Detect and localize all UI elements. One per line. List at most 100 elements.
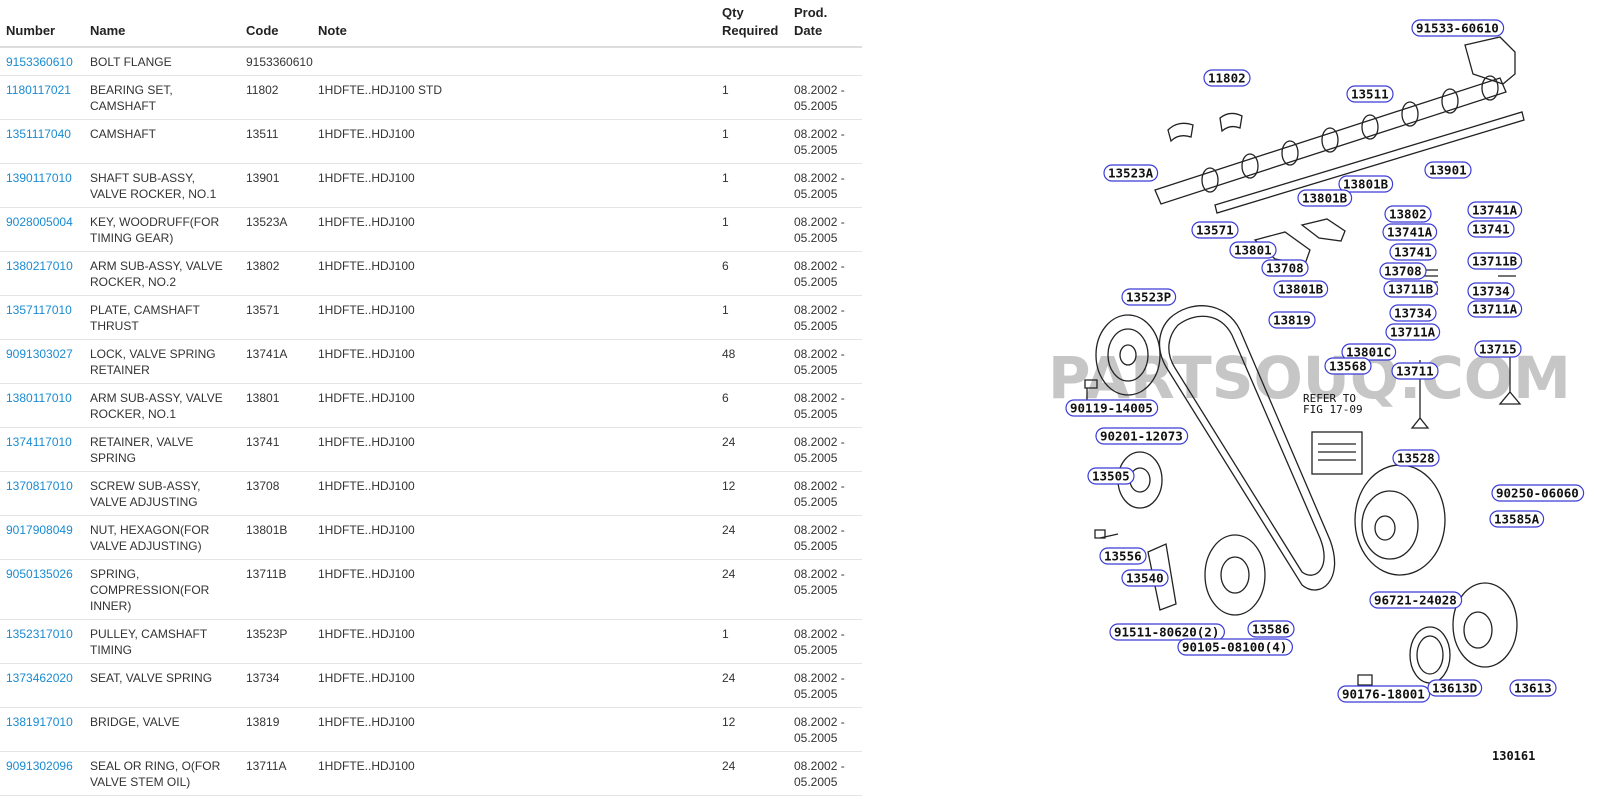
part-note-cell: 1HDFTE..HDJ100	[312, 119, 716, 164]
table-row[interactable]: 9050135026 SPRING, COMPRESSION(FOR INNER)…	[0, 559, 862, 620]
callout-label[interactable]: 13511	[1346, 85, 1394, 103]
callout-label[interactable]: 13741	[1467, 220, 1515, 238]
prod-date-cell: 08.2002 -05.2005	[788, 427, 862, 472]
table-row[interactable]: 9091302096 SEAL OR RING, O(FOR VALVE STEM…	[0, 751, 862, 796]
callout-text: 13741A	[1387, 225, 1433, 240]
callout-label[interactable]: 13711A	[1467, 300, 1523, 318]
callout-label[interactable]: 90176-18001	[1337, 685, 1431, 703]
callout-label[interactable]: 90119-14005	[1065, 399, 1159, 417]
header-code[interactable]: Code	[240, 0, 312, 48]
header-note[interactable]: Note	[312, 0, 716, 48]
part-number-link[interactable]: 9091303027	[6, 347, 73, 361]
callout-label[interactable]: 13801	[1229, 241, 1277, 259]
part-number-link[interactable]: 9017908049	[6, 523, 73, 537]
header-number[interactable]: Number	[0, 0, 84, 48]
callout-label[interactable]: 90250-06060	[1491, 484, 1585, 502]
table-row[interactable]: 9028005004 KEY, WOODRUFF(FOR TIMING GEAR)…	[0, 207, 862, 252]
callout-label[interactable]: 13540	[1121, 569, 1169, 587]
callout-label[interactable]: 13585A	[1489, 510, 1545, 528]
callout-label[interactable]: 13715	[1474, 340, 1522, 358]
callout-label[interactable]: 13734	[1389, 304, 1437, 322]
callout-label[interactable]: 11802	[1203, 69, 1251, 87]
header-qty[interactable]: Qty Required	[716, 0, 788, 48]
valve-drawing	[1410, 360, 1430, 429]
callout-label[interactable]: 91533-60610	[1411, 19, 1505, 37]
part-number-link[interactable]: 1380217010	[6, 259, 73, 273]
callout-label[interactable]: 13708	[1261, 259, 1309, 277]
callout-label[interactable]: 13801C	[1341, 343, 1397, 361]
header-prod-date[interactable]: Prod. Date	[788, 0, 862, 48]
part-number-link[interactable]: 1180117021	[6, 83, 71, 97]
callout-label[interactable]: 13708	[1379, 262, 1427, 280]
callout-label[interactable]: 13741A	[1382, 223, 1438, 241]
part-number-link[interactable]: 1374117010	[6, 435, 72, 449]
table-row[interactable]: 9091303027 LOCK, VALVE SPRING RETAINER 137…	[0, 339, 862, 384]
part-code-cell: 13802	[240, 251, 312, 296]
callout-label[interactable]: 13801B	[1273, 280, 1329, 298]
table-row[interactable]: 1390117010 SHAFT SUB-ASSY, VALVE ROCKER, …	[0, 163, 862, 208]
callout-label[interactable]: 13568	[1324, 357, 1372, 375]
callout-label[interactable]: 13571	[1191, 221, 1239, 239]
table-row[interactable]: 1351117040 CAMSHAFT 13511 1HDFTE..HDJ100 1 08…	[0, 119, 862, 164]
callout-label[interactable]: 13802	[1384, 205, 1432, 223]
part-number-cell: 1352317010	[0, 619, 84, 664]
callout-text: 13802	[1389, 207, 1427, 222]
part-number-link[interactable]: 1352317010	[6, 627, 73, 641]
callout-label[interactable]: 13711A	[1385, 323, 1441, 341]
part-number-link[interactable]: 9050135026	[6, 567, 73, 581]
callout-label[interactable]: 13505	[1087, 467, 1135, 485]
table-row[interactable]: 1374117010 RETAINER, VALVE SPRING 13741 1HD…	[0, 427, 862, 472]
table-row[interactable]: 1373462020 SEAT, VALVE SPRING 13734 1HDFTE.…	[0, 663, 862, 708]
callout-label[interactable]: 90105-08100(4)	[1177, 638, 1294, 656]
callout-label[interactable]: 13801B	[1338, 175, 1394, 193]
prod-date-cell: 08.2002 -05.2005	[788, 707, 862, 752]
callout-label[interactable]: 13613D	[1427, 679, 1483, 697]
part-number-cell: 1373462020	[0, 663, 84, 708]
part-number-link[interactable]: 1390117010	[6, 171, 72, 185]
part-number-link[interactable]: 1373462020	[6, 671, 73, 685]
table-row[interactable]: 1352317010 PULLEY, CAMSHAFT TIMING 13523P 1…	[0, 619, 862, 664]
callout-label[interactable]: 91511-80620(2)	[1109, 623, 1226, 641]
part-number-link[interactable]: 1381917010	[6, 715, 73, 729]
part-number-link[interactable]: 1351117040	[6, 127, 71, 141]
callout-label[interactable]: 13711	[1391, 362, 1439, 380]
table-row[interactable]: 1370817010 SCREW SUB-ASSY, VALVE ADJUSTIN…	[0, 471, 862, 516]
callout-label[interactable]: 13711B	[1467, 252, 1523, 270]
callout-label[interactable]: 13556	[1099, 547, 1147, 565]
callout-label[interactable]: 13819	[1268, 311, 1316, 329]
qty-cell: 12	[716, 795, 788, 799]
callout-text: 13741A	[1472, 203, 1518, 218]
callout-label[interactable]: 13523A	[1103, 164, 1159, 182]
callout-label[interactable]: 13801B	[1297, 189, 1353, 207]
part-number-link[interactable]: 9153360610	[6, 55, 73, 69]
callout-label[interactable]: 13613	[1509, 679, 1557, 697]
callout-box	[1177, 638, 1294, 656]
callout-label[interactable]: 13901	[1424, 161, 1472, 179]
callout-label[interactable]: 13741	[1389, 243, 1437, 261]
table-row[interactable]: 1380117010 ARM SUB-ASSY, VALVE ROCKER, NO…	[0, 383, 862, 428]
callout-label[interactable]: 13586	[1247, 620, 1295, 638]
callout-label[interactable]: 13741A	[1467, 201, 1523, 219]
part-number-link[interactable]: 1380117010	[6, 391, 72, 405]
table-row[interactable]: 1180117021 BEARING SET, CAMSHAFT 11802 1HDF…	[0, 75, 862, 120]
table-row[interactable]: 1380217010 ARM SUB-ASSY, VALVE ROCKER, NO…	[0, 251, 862, 296]
table-row[interactable]: 9153360610 BOLT FLANGE 9153360610	[0, 47, 862, 76]
callout-label[interactable]: 13734	[1467, 282, 1515, 300]
callout-label[interactable]: 13528	[1392, 449, 1440, 467]
part-number-link[interactable]: 9091302096	[6, 759, 73, 773]
callout-label[interactable]: 90201-12073	[1095, 427, 1189, 445]
part-number-link[interactable]: 9028005004	[6, 215, 73, 229]
callout-label[interactable]: 13523P	[1121, 288, 1177, 306]
refer-text-line1: REFER TO	[1303, 392, 1356, 405]
table-row[interactable]: 9017908049 NUT, HEXAGON(FOR VALVE ADJUSTI…	[0, 515, 862, 560]
prod-date-cell: 08.2002 -05.2005	[788, 75, 862, 120]
part-number-cell: 1380117010	[0, 383, 84, 428]
part-number-link[interactable]: 1370817010	[6, 479, 73, 493]
callout-label[interactable]: 13711B	[1383, 280, 1439, 298]
header-name[interactable]: Name	[84, 0, 240, 48]
callout-label[interactable]: 96721-24028	[1369, 591, 1463, 609]
part-number-link[interactable]: 1357117010	[6, 303, 72, 317]
table-row[interactable]: 1381917010 BRIDGE, VALVE 13819 1HDFTE..HDJ1…	[0, 707, 862, 752]
table-row[interactable]: 1357117010 PLATE, CAMSHAFT THRUST 13571 1HD…	[0, 295, 862, 340]
table-row[interactable]: 1371517030VALVE, EXHAUST137151HDFTE..HDJ…	[0, 795, 862, 799]
